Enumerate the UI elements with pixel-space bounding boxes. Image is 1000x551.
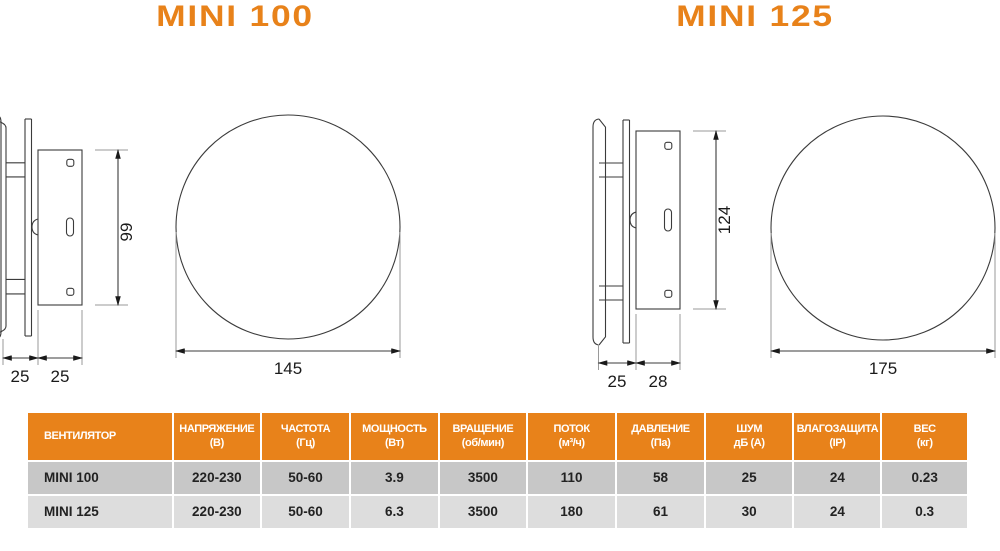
svg-text:175: 175 xyxy=(869,359,897,378)
svg-text:145: 145 xyxy=(274,359,302,378)
svg-text:25: 25 xyxy=(11,367,30,386)
svg-text:25: 25 xyxy=(608,372,627,391)
svg-text:124: 124 xyxy=(715,206,734,234)
svg-text:25: 25 xyxy=(51,367,70,386)
svg-text:99: 99 xyxy=(117,223,136,242)
svg-text:28: 28 xyxy=(649,372,668,391)
